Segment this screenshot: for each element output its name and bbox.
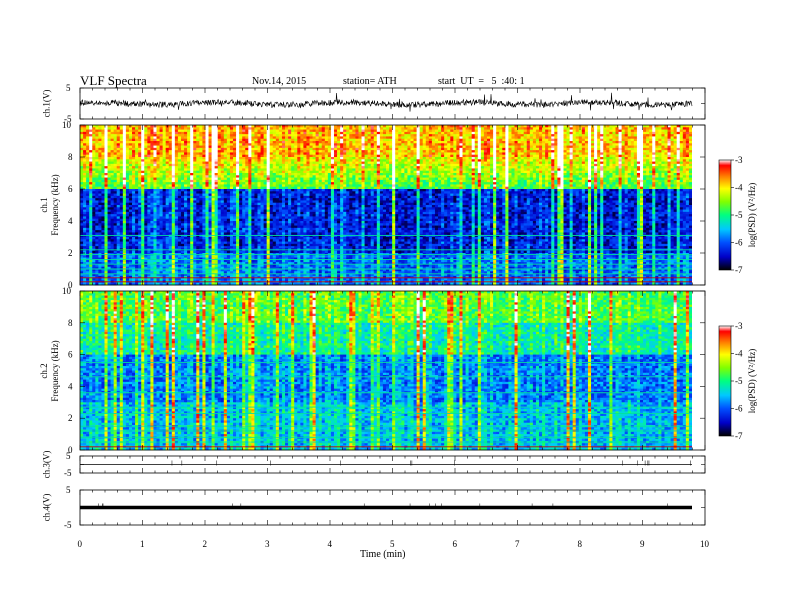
y-axis-label-4: ch.4(V) (42, 477, 53, 537)
x-tick-label: 7 (515, 539, 520, 549)
spectrogram-1 (80, 125, 692, 285)
y-tick-label: 8 (68, 152, 73, 162)
y-tick-label: 4 (68, 381, 73, 391)
x-tick-label: 8 (578, 539, 583, 549)
y-tick-label: 10 (62, 286, 72, 296)
colorbar-tick-label: -6 (735, 404, 743, 414)
colorbar-tick-label: -3 (735, 155, 743, 165)
colorbar-tick-label: -5 (735, 210, 743, 220)
y-tick-label: 10 (62, 120, 72, 130)
x-tick-label: 1 (140, 539, 145, 549)
y-tick-label: -5 (64, 520, 72, 530)
y-tick-label: 8 (68, 318, 73, 328)
colorbar-tick-label: -6 (735, 238, 743, 248)
x-tick-label: 3 (265, 539, 270, 549)
y-axis-label-1: ch.1 Frequency (kHz) (39, 160, 61, 250)
x-tick-label: 6 (453, 539, 458, 549)
colorbar-tick-label: -5 (735, 376, 743, 386)
x-tick-label: 9 (640, 539, 645, 549)
colorbar-label: log(PSD) (V²/Hz) (747, 349, 757, 413)
colorbar-tick-label: -4 (735, 183, 743, 193)
colorbar-tick-label: -7 (735, 431, 743, 441)
y-tick-label: 6 (68, 350, 73, 360)
no-data-region (692, 125, 705, 285)
y-axis-label-0: ch.1(V) (42, 73, 53, 133)
x-tick-label: 2 (203, 539, 208, 549)
colorbar-tick-label: -7 (735, 265, 743, 275)
y-tick-label: 2 (68, 248, 73, 258)
y-axis-label-2: ch.2 Frequency (kHz) (39, 326, 61, 416)
colorbar-tick-label: -4 (735, 349, 743, 359)
y-tick-label: 2 (68, 413, 73, 423)
x-tick-label: 5 (390, 539, 395, 549)
y-tick-label: -5 (64, 468, 72, 478)
y-tick-label: 5 (66, 451, 71, 461)
y-tick-label: 5 (66, 83, 71, 93)
x-tick-label: 10 (700, 539, 710, 549)
colorbar-1 (719, 160, 731, 270)
colorbar-tick-label: -3 (735, 321, 743, 331)
y-tick-label: 5 (66, 485, 71, 495)
waveform-line-0 (80, 93, 692, 112)
no-data-region (692, 291, 705, 450)
colorbar-2 (719, 326, 731, 436)
x-tick-label: 0 (78, 539, 83, 549)
x-axis-label: Time (min) (360, 549, 405, 560)
y-tick-label: 4 (68, 216, 73, 226)
colorbar-label: log(PSD) (V²/Hz) (747, 183, 757, 247)
y-tick-label: 6 (68, 184, 73, 194)
x-tick-label: 4 (328, 539, 333, 549)
